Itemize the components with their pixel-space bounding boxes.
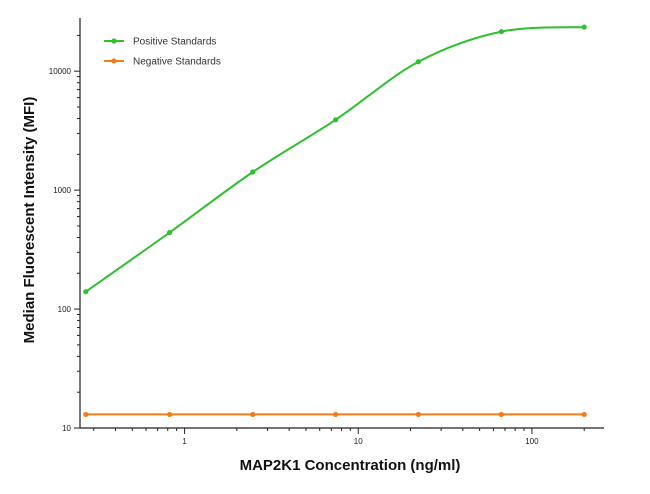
positive-standards-point: [415, 59, 422, 65]
positive-standards-point: [581, 24, 587, 30]
y-tick-label: 10000: [49, 67, 72, 76]
y-tick-label: 1000: [53, 186, 71, 195]
positive-standards-point: [166, 229, 173, 236]
x-tick-label: 10: [354, 437, 363, 446]
negative-standards-point: [415, 411, 422, 418]
x-axis-title: MAP2K1 Concentration (ng/ml): [240, 457, 461, 474]
plot-area: [83, 24, 587, 418]
negative-standards-point: [498, 411, 504, 418]
x-tick-label: 100: [525, 437, 539, 446]
positive-standards-point: [333, 117, 339, 123]
positive-standards-point: [250, 169, 256, 175]
y-axis-title: Median Fluorescent Intensity (MFI): [21, 97, 38, 344]
legend-label-positive-standards: Positive Standards: [133, 37, 216, 48]
negative-standards-point: [333, 411, 339, 418]
positive-standards-point: [498, 29, 504, 35]
x-tick-label: 1: [182, 437, 187, 446]
legend: Positive Standards Negative Standards: [104, 37, 221, 68]
positive-standards-point: [83, 289, 89, 295]
negative-standards-point: [166, 411, 173, 418]
legend-label-negative-standards: Negative Standards: [133, 57, 221, 68]
negative-standards-point: [581, 411, 587, 418]
axes: 1 10 100 10 100 1000 10000: [49, 18, 604, 446]
negative-standards-point: [83, 411, 89, 418]
legend-swatch-marker: [111, 38, 117, 44]
y-tick-label: 10: [62, 424, 71, 433]
legend-swatch-marker: [111, 58, 117, 64]
negative-standards-point: [250, 411, 256, 418]
y-tick-label: 100: [58, 305, 72, 314]
